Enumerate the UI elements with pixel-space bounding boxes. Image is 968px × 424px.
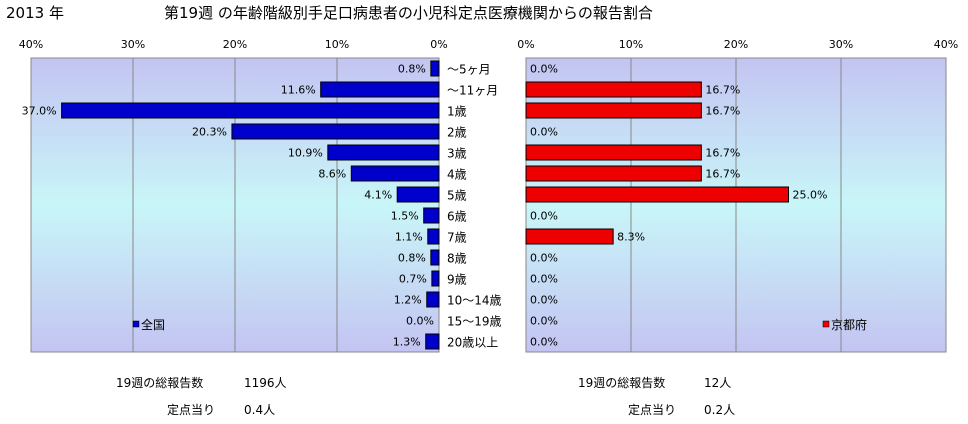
national-data-label: 1.5%	[391, 210, 419, 223]
footer-left: 19週の総報告数 1196人 定点当り 0.4人	[116, 375, 287, 417]
national-bar	[423, 207, 440, 224]
footer-right-per-value: 0.2人	[704, 403, 735, 417]
kyoto-data-label: 0.0%	[530, 126, 558, 139]
kyoto-data-label: 0.0%	[530, 210, 558, 223]
national-data-label: 4.1%	[364, 189, 392, 202]
right-panel: 0% 10% 20% 30% 40% 0.0% 16.7% 16.7% 0.0% 16.7% 16…	[517, 38, 958, 353]
left-data-labels: 0.8% 11.6% 37.0% 20.3% 10.9% 8.6% 4.1% 1.5% 1.1%…	[22, 63, 434, 349]
national-data-label: 1.1%	[395, 231, 423, 244]
category-labels: ～5ヶ月 ～11ヶ月 1歳 2歳 3歳 4歳 5歳 6歳 7歳 8歳 9歳 10～14歳 15～19歳 2…	[447, 63, 502, 350]
kyoto-data-label: 0.0%	[530, 273, 558, 286]
footer-right-total-value: 12人	[704, 376, 731, 390]
left-panel: 40% 30% 20% 10% 0% 0.8% 11.6% 37.0% 20.3% 10.9% 8…	[19, 38, 448, 353]
kyoto-data-label: 25.0%	[793, 189, 828, 202]
right-x-tick-label: 20%	[724, 38, 748, 51]
footer-left-total-label: 19週の総報告数	[116, 375, 203, 390]
category-label: 8歳	[447, 252, 467, 266]
footer-right: 19週の総報告数 12人 定点当り 0.2人	[578, 375, 735, 417]
footer-right-total-label: 19週の総報告数	[578, 375, 665, 390]
chart-title: 第19週 の年齢階級別手足口病患者の小児科定点医療機関からの報告割合	[164, 4, 653, 22]
left-x-axis-ticks: 40% 30% 20% 10% 0%	[19, 38, 448, 51]
category-label: 4歳	[447, 168, 467, 182]
left-x-tick-label: 30%	[121, 38, 145, 51]
right-x-tick-label: 30%	[829, 38, 853, 51]
national-data-label: 1.3%	[393, 336, 421, 349]
kyoto-bar	[525, 186, 789, 203]
legend-kyoto: 京都府	[822, 317, 867, 332]
kyoto-data-label: 0.0%	[530, 252, 558, 265]
category-label: ～11ヶ月	[447, 84, 498, 98]
kyoto-data-label: 0.0%	[530, 315, 558, 328]
category-label: 2歳	[447, 126, 467, 140]
legend-national: 全国	[132, 317, 165, 332]
national-bar	[327, 144, 440, 161]
right-x-tick-label: 40%	[934, 38, 958, 51]
left-x-tick-label: 0%	[430, 38, 447, 51]
national-bar	[430, 60, 440, 77]
national-data-label: 8.6%	[318, 168, 346, 181]
year-label: 2013 年	[6, 4, 64, 22]
right-x-tick-label: 0%	[517, 38, 534, 51]
footer-left-per-label: 定点当り	[167, 402, 215, 417]
national-data-label: 37.0%	[22, 105, 57, 118]
category-label: 5歳	[447, 189, 467, 203]
category-label: ～5ヶ月	[447, 63, 491, 77]
national-bar	[425, 333, 440, 350]
national-bar	[427, 228, 440, 245]
legend-national-label: 全国	[141, 317, 165, 332]
footer-left-total-value: 1196人	[244, 376, 287, 390]
national-data-label: 0.8%	[398, 63, 426, 76]
right-x-axis-ticks: 0% 10% 20% 30% 40%	[517, 38, 958, 51]
kyoto-data-label: 16.7%	[705, 105, 740, 118]
footer-left-per-value: 0.4人	[244, 403, 275, 417]
legend-kyoto-swatch	[822, 320, 830, 328]
category-label: 10～14歳	[447, 294, 502, 308]
kyoto-data-label: 0.0%	[530, 336, 558, 349]
national-bar	[320, 81, 440, 98]
national-bar	[61, 102, 440, 119]
national-bar	[231, 123, 440, 140]
national-data-label: 0.7%	[399, 273, 427, 286]
legend-national-swatch	[132, 320, 140, 328]
category-label: 6歳	[447, 210, 467, 224]
national-data-label: 0.8%	[398, 252, 426, 265]
footer-right-per-label: 定点当り	[628, 402, 676, 417]
right-bars	[525, 81, 789, 245]
kyoto-bar	[525, 102, 702, 119]
kyoto-bar	[525, 165, 702, 182]
kyoto-data-label: 8.3%	[617, 231, 645, 244]
national-data-label: 1.2%	[394, 294, 422, 307]
national-data-label: 20.3%	[192, 126, 227, 139]
national-data-label: 10.9%	[288, 147, 323, 160]
kyoto-bar	[525, 81, 702, 98]
left-bars	[61, 60, 440, 350]
national-bar	[350, 165, 440, 182]
right-data-labels: 0.0% 16.7% 16.7% 0.0% 16.7% 16.7% 25.0% 0.0% 8.3…	[530, 63, 827, 349]
category-label: 1歳	[447, 105, 467, 119]
left-x-tick-label: 40%	[19, 38, 43, 51]
legend-kyoto-label: 京都府	[831, 317, 867, 332]
left-x-tick-label: 10%	[325, 38, 349, 51]
kyoto-bar	[525, 228, 614, 245]
national-bar	[396, 186, 440, 203]
category-label: 20歳以上	[447, 336, 498, 350]
kyoto-data-label: 16.7%	[705, 84, 740, 97]
national-data-label: 11.6%	[281, 84, 316, 97]
category-label: 7歳	[447, 231, 467, 245]
national-bar	[426, 291, 440, 308]
national-data-label: 0.0%	[406, 315, 434, 328]
national-bar	[431, 270, 440, 287]
category-label: 15～19歳	[447, 315, 502, 329]
right-x-tick-label: 10%	[619, 38, 643, 51]
kyoto-bar	[525, 144, 702, 161]
kyoto-data-label: 0.0%	[530, 294, 558, 307]
left-x-tick-label: 20%	[223, 38, 247, 51]
category-label: 3歳	[447, 147, 467, 161]
kyoto-data-label: 16.7%	[705, 147, 740, 160]
category-label: 9歳	[447, 273, 467, 287]
kyoto-data-label: 16.7%	[705, 168, 740, 181]
kyoto-data-label: 0.0%	[530, 63, 558, 76]
national-bar	[430, 249, 440, 266]
